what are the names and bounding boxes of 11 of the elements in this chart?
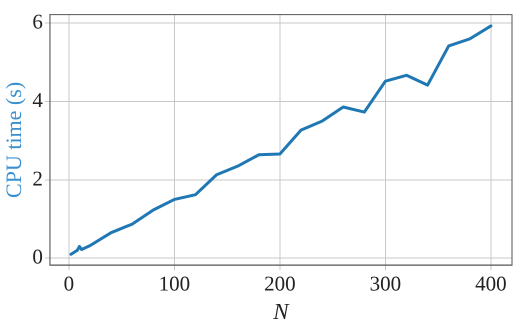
y-tick-label: 6 <box>32 10 43 34</box>
x-tick-label: 0 <box>64 271 74 296</box>
y-tick-label: 4 <box>32 88 44 112</box>
y-tick-label: 2 <box>32 166 43 190</box>
x-tick-label: 100 <box>158 271 190 296</box>
y-tick-label: 0 <box>32 244 43 269</box>
x-axis-title: N <box>272 299 290 324</box>
x-tick-label: 300 <box>370 271 402 296</box>
y-axis-title: CPU time (s) <box>0 82 26 198</box>
x-tick-label: 400 <box>475 271 507 296</box>
x-tick-label: 200 <box>264 271 296 296</box>
